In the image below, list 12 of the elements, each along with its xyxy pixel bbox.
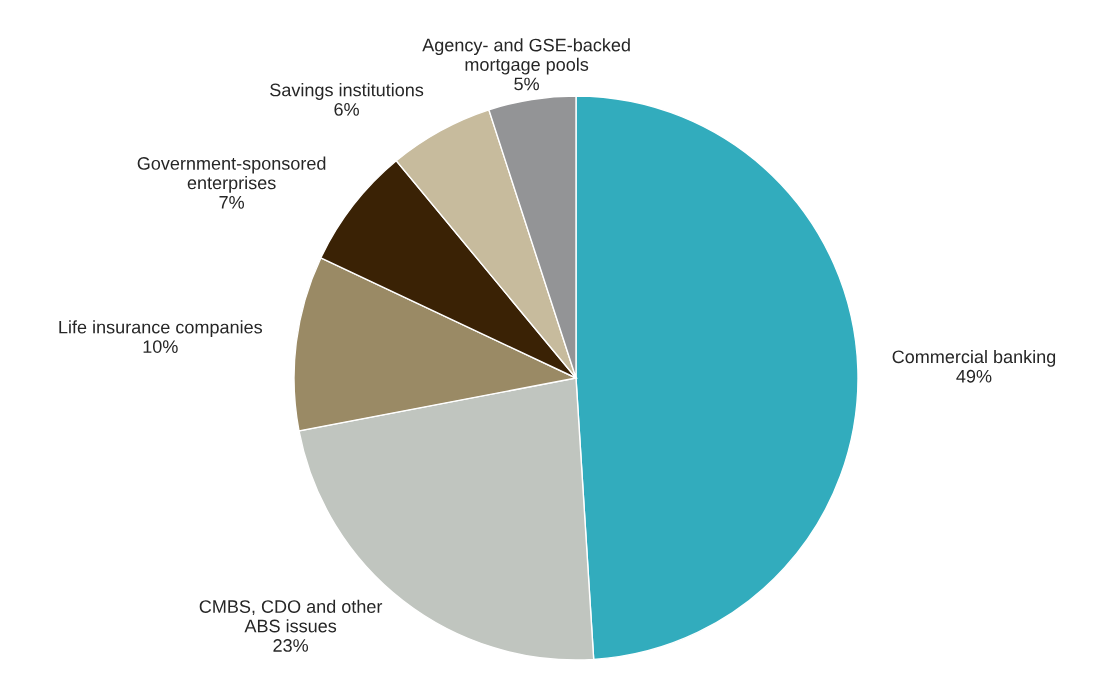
data-label: 49% [956, 369, 992, 383]
data-label: 5% [514, 77, 539, 91]
data-label: 7% [219, 196, 245, 209]
slice-label: Agency- and GSE-backed mortgage pools [422, 38, 630, 75]
slice-label: Savings institutions [270, 83, 424, 100]
slice-label: Life insurance companies [59, 320, 263, 338]
data-label: 23% [273, 639, 309, 652]
data-label: 6% [334, 103, 359, 116]
slice-label: CMBS, CDO and other ABS issues [199, 599, 383, 633]
slice-label: Government-sponsored enterprises [137, 156, 326, 193]
data-label: 10% [143, 340, 178, 353]
slice-label: Commercial banking [892, 349, 1056, 367]
